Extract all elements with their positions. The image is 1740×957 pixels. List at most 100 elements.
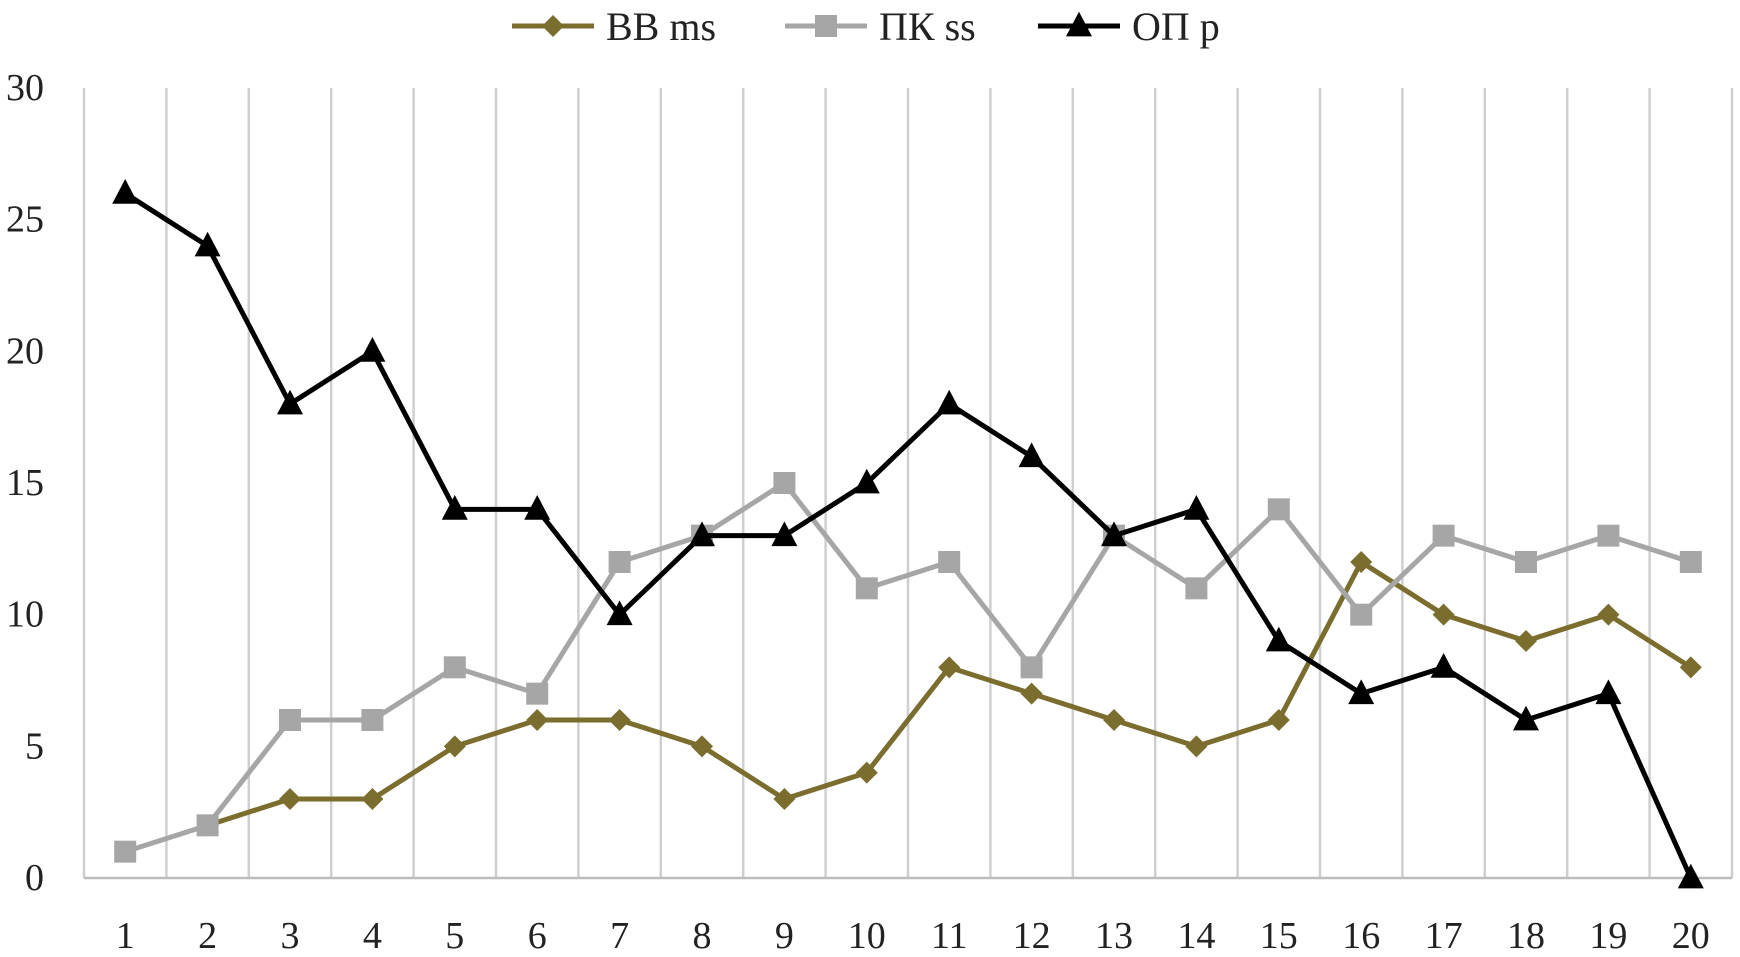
data-point <box>1350 551 1373 573</box>
data-point <box>443 735 466 758</box>
data-point <box>608 709 631 731</box>
data-point <box>855 577 878 600</box>
data-point <box>1020 682 1043 705</box>
x-tick-label: 20 <box>1672 915 1710 957</box>
data-point <box>443 656 466 679</box>
legend: ВВ ms ПК ss ОП p <box>512 4 1220 49</box>
data-point <box>194 231 221 257</box>
data-point <box>277 389 303 415</box>
x-tick-label: 2 <box>198 915 217 957</box>
y-tick-label: 20 <box>6 330 44 372</box>
data-point <box>1267 709 1290 731</box>
x-tick-label: 8 <box>693 915 712 957</box>
data-point <box>938 656 961 679</box>
data-point <box>1018 442 1045 468</box>
x-tick-label: 19 <box>1589 915 1627 957</box>
data-point <box>1185 577 1208 600</box>
data-point <box>196 814 219 837</box>
data-point <box>114 840 137 863</box>
legend-label: ОП p <box>1132 4 1220 49</box>
data-point <box>1597 603 1620 626</box>
data-point <box>1513 705 1539 731</box>
x-tick-label: 5 <box>445 915 464 957</box>
x-tick-label: 1 <box>116 915 135 957</box>
data-point <box>936 389 963 415</box>
data-point <box>112 179 139 204</box>
data-point <box>1597 524 1620 547</box>
data-point <box>855 761 878 784</box>
series-triangle <box>112 179 1704 889</box>
x-tick-label: 16 <box>1342 915 1380 957</box>
legend-item: ПК ss <box>785 4 976 49</box>
x-tick-label: 17 <box>1425 915 1463 957</box>
data-point <box>279 709 301 731</box>
data-point <box>853 468 880 494</box>
x-tick-label: 11 <box>931 915 968 957</box>
data-point <box>1020 656 1043 679</box>
data-point <box>279 788 301 810</box>
data-point <box>938 551 961 573</box>
data-point <box>1267 498 1290 521</box>
legend-label: ВВ ms <box>606 4 716 49</box>
data-point <box>441 495 468 520</box>
data-point <box>361 788 384 810</box>
data-point <box>1432 603 1455 626</box>
data-point <box>1432 524 1455 547</box>
y-tick-label: 15 <box>6 462 44 504</box>
data-point <box>1679 656 1702 679</box>
data-point <box>773 788 796 810</box>
data-point <box>526 709 549 731</box>
y-tick-label: 10 <box>6 594 44 636</box>
data-point <box>608 551 631 573</box>
data-point <box>1515 630 1537 652</box>
series-line <box>122 190 1694 881</box>
data-point <box>1595 679 1622 705</box>
data-point <box>1679 551 1702 573</box>
y-tick-label: 0 <box>25 857 44 899</box>
y-tick-label: 5 <box>25 725 44 767</box>
data-point <box>359 337 386 362</box>
data-point <box>773 472 796 494</box>
y-tick-label: 25 <box>6 199 44 241</box>
x-tick-label: 3 <box>281 915 300 957</box>
data-point <box>1350 603 1373 626</box>
data-point <box>361 709 384 731</box>
data-point <box>1185 735 1208 758</box>
data-point <box>1430 653 1457 678</box>
x-tick-label: 12 <box>1013 915 1051 957</box>
legend-marker <box>815 15 837 37</box>
data-point <box>606 600 633 626</box>
data-point <box>1677 863 1704 889</box>
data-point <box>689 521 715 547</box>
legend-item: ОП p <box>1038 4 1220 49</box>
x-tick-label: 15 <box>1260 915 1298 957</box>
data-point <box>1103 709 1125 731</box>
data-point <box>524 495 551 520</box>
data-point <box>1183 495 1210 520</box>
legend-marker <box>1066 11 1092 37</box>
y-tick-label: 30 <box>6 67 44 109</box>
data-point <box>1101 521 1127 547</box>
x-tick-label: 9 <box>775 915 794 957</box>
data-point <box>691 735 713 758</box>
series-line <box>205 559 1694 828</box>
x-tick-label: 10 <box>848 915 886 957</box>
gridlines <box>82 88 1734 878</box>
data-point <box>1265 626 1292 652</box>
series-diamond <box>196 551 1702 837</box>
legend-item: ВВ ms <box>512 4 716 49</box>
data-point <box>1348 679 1375 705</box>
legend-marker <box>542 15 564 37</box>
x-tick-label: 14 <box>1177 915 1215 957</box>
x-tick-label: 6 <box>528 915 547 957</box>
x-tick-label: 7 <box>610 915 629 957</box>
series-lines <box>112 179 1704 889</box>
legend-label: ПК ss <box>879 4 976 49</box>
data-point <box>526 682 549 705</box>
series-line <box>122 480 1694 855</box>
x-tick-label: 13 <box>1095 915 1133 957</box>
x-tick-label: 4 <box>363 915 382 957</box>
x-tick-label: 18 <box>1507 915 1545 957</box>
